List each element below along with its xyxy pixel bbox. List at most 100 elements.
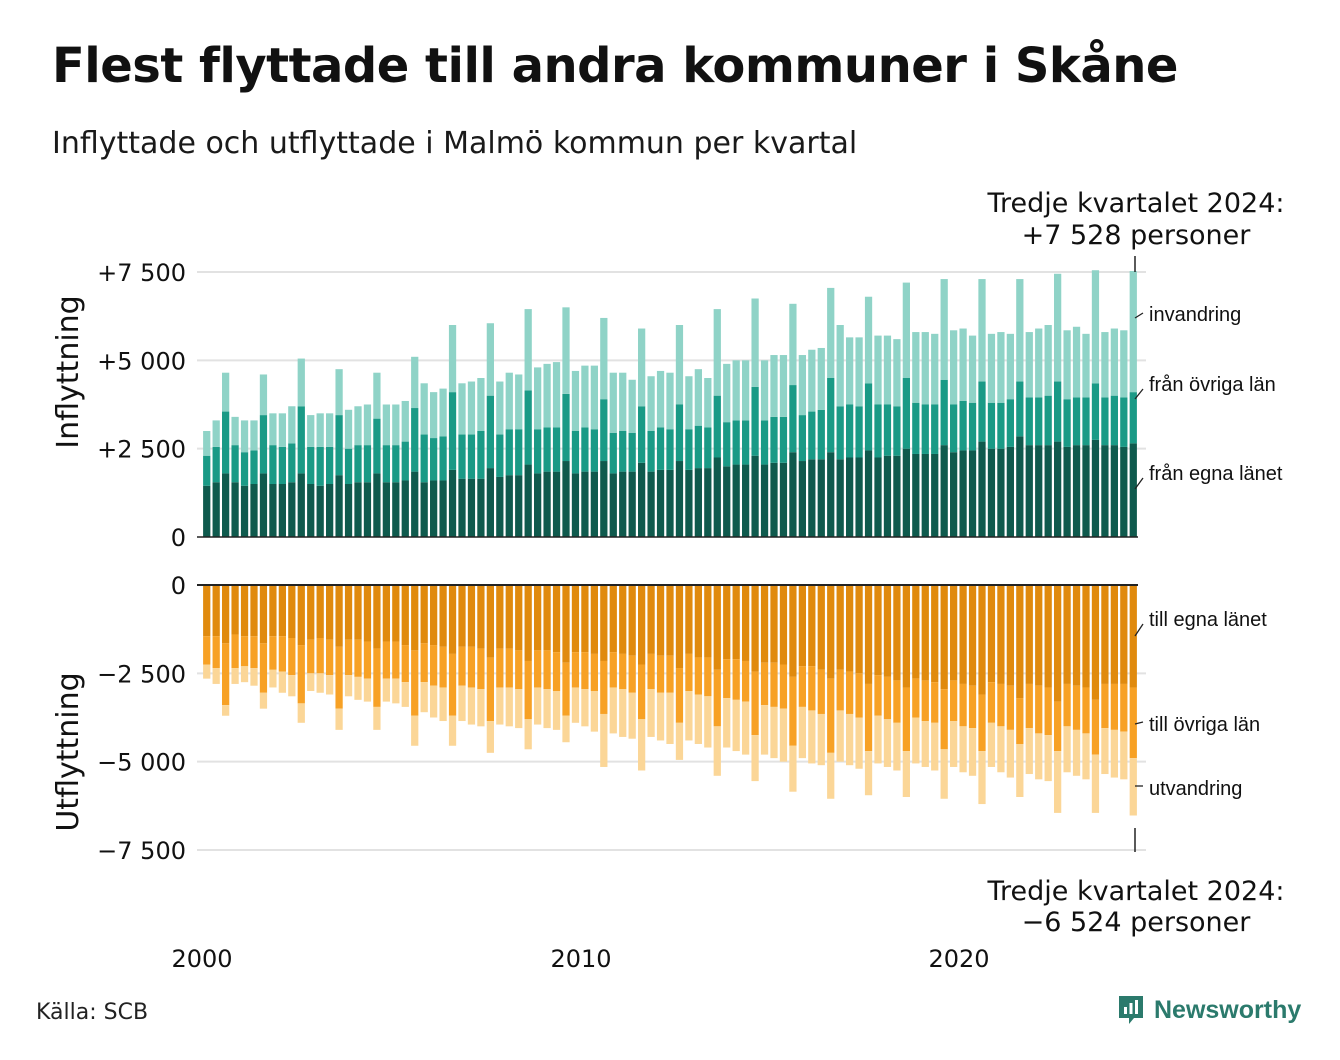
bar-in-own [836, 459, 844, 537]
brand-name: Newsworthy [1154, 995, 1302, 1024]
bar-in-immigration [723, 363, 731, 423]
bar-in-other [1054, 381, 1062, 442]
bar-in-other [1006, 399, 1014, 447]
bar-out-own [1129, 585, 1137, 688]
bar-in-own [448, 469, 457, 537]
y-tick-label: 0 [171, 524, 186, 552]
bar-out-emigration [666, 692, 674, 744]
bar-in-own [798, 461, 806, 537]
bar-in-immigration [562, 307, 570, 394]
bar-out-own [647, 585, 655, 654]
bar-in-immigration [902, 282, 910, 378]
bar-in-immigration [552, 362, 561, 428]
bar-in-own [231, 482, 239, 537]
bar-out-own [883, 585, 892, 677]
bar-out-emigration [779, 708, 788, 762]
bar-out-emigration [486, 721, 494, 753]
bar-in-immigration [524, 309, 532, 391]
y-axis-label-inflyttning: Inflyttning [51, 295, 86, 448]
bar-in-other [212, 446, 220, 483]
bar-out-other [297, 645, 305, 704]
bar-in-other [278, 446, 286, 484]
bar-in-other [987, 402, 996, 449]
bar-out-other [590, 653, 598, 691]
bar-out-emigration [203, 664, 211, 679]
bar-out-emigration [1025, 728, 1033, 775]
bar-out-own [931, 585, 939, 683]
bar-in-immigration [694, 369, 702, 426]
bar-in-other [704, 427, 712, 469]
bar-in-immigration [411, 356, 419, 409]
bar-in-other [363, 445, 372, 483]
bar-out-emigration [950, 721, 958, 767]
bar-in-own [505, 475, 513, 537]
bar-in-other [543, 427, 551, 472]
y-axis-label-utflyttning: Utflyttning [51, 672, 86, 831]
bar-in-own [269, 484, 277, 537]
bar-out-emigration [288, 675, 296, 697]
bar-in-immigration [448, 325, 457, 393]
bar-in-own [1035, 445, 1043, 537]
bar-in-other [609, 432, 617, 474]
bar-in-other [770, 416, 778, 463]
bar-out-other [987, 682, 996, 723]
bar-out-own [335, 585, 343, 647]
bar-in-other [921, 404, 929, 454]
bar-in-other [1035, 397, 1043, 446]
bar-in-other [420, 434, 428, 483]
bar-out-other [600, 660, 608, 714]
bar-out-other [912, 678, 920, 718]
bar-out-emigration [222, 705, 230, 716]
bar-out-other [619, 653, 627, 690]
bar-in-own [846, 457, 854, 537]
bar-out-other [846, 671, 854, 714]
bar-in-immigration [278, 413, 286, 447]
bar-in-immigration [392, 404, 400, 446]
bar-in-own [770, 462, 778, 537]
bar-out-other [770, 662, 778, 707]
bar-in-other [836, 406, 844, 460]
bar-out-other [250, 636, 258, 669]
bar-out-own [344, 585, 353, 640]
brand-logo: Newsworthy [1116, 994, 1301, 1026]
bar-in-immigration [1082, 333, 1090, 398]
bar-out-other [798, 666, 806, 707]
bar-out-emigration [467, 687, 476, 725]
bar-out-other [571, 652, 580, 688]
bar-out-emigration [326, 675, 334, 695]
bar-out-other [978, 694, 986, 752]
bar-in-own [203, 485, 211, 537]
bar-out-other [968, 685, 977, 729]
bar-out-other [373, 648, 381, 707]
bar-in-other [656, 427, 665, 470]
bar-out-own [222, 585, 230, 644]
bar-in-other [269, 445, 277, 484]
bar-out-own [779, 585, 788, 665]
bar-in-other [562, 393, 570, 462]
bar-in-immigration [505, 372, 513, 430]
bar-in-other [997, 402, 1005, 449]
bar-out-other [401, 645, 409, 683]
bar-in-other [496, 434, 504, 477]
bar-out-own [968, 585, 977, 686]
bar-in-own [1101, 445, 1109, 537]
bar-in-other [552, 427, 561, 472]
x-tick-label: 2010 [550, 945, 611, 973]
bar-in-other [1110, 395, 1118, 446]
bar-out-own [638, 585, 646, 665]
bar-in-own [411, 471, 419, 537]
bar-in-other [1091, 383, 1100, 440]
bar-out-own [1091, 585, 1100, 700]
annotation-top-line2: +7 528 personer [1022, 220, 1252, 251]
bar-in-immigration [373, 372, 381, 419]
bar-out-other [874, 675, 882, 716]
bar-out-other [448, 653, 457, 716]
bar-in-other [600, 399, 608, 462]
bar-out-emigration [723, 698, 731, 748]
bar-in-immigration [742, 360, 750, 421]
bar-in-own [250, 484, 258, 537]
bar-in-other [382, 445, 390, 483]
bar-in-own [779, 462, 788, 537]
bar-in-immigration [666, 372, 674, 430]
bar-out-own [307, 585, 315, 640]
